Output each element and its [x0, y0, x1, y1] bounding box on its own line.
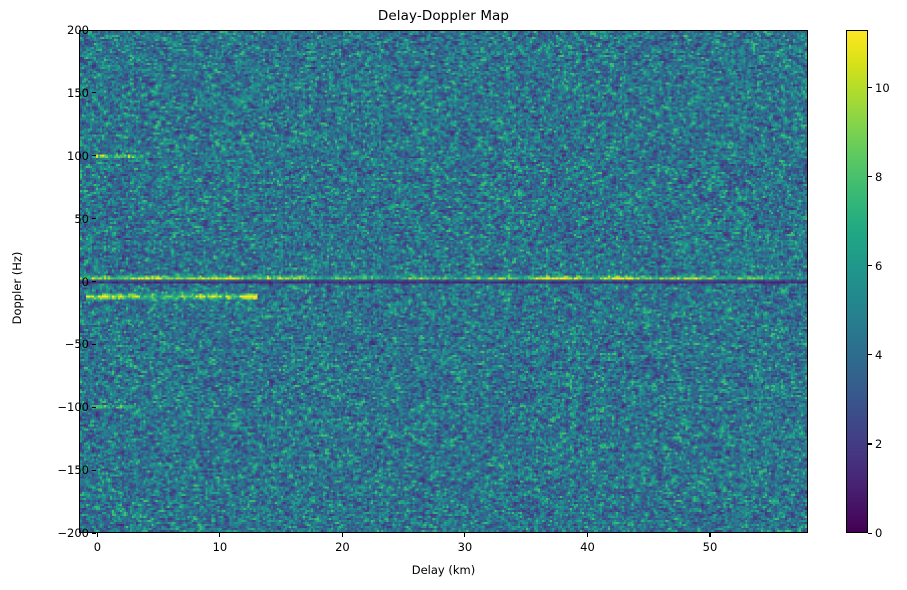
colorbar-tick: [868, 87, 872, 89]
delay-doppler-heatmap-canvas: [80, 31, 807, 532]
colorbar-tick: [868, 443, 872, 445]
y-axis-tick: [92, 29, 96, 31]
y-axis-tick: [92, 218, 96, 220]
x-axis-label: Delay (km): [411, 563, 476, 577]
y-axis-tick: [92, 469, 96, 471]
y-axis-tick-label: 50: [74, 211, 89, 226]
colorbar-tick-label: 2: [875, 436, 883, 451]
y-axis-tick-label: 150: [67, 85, 89, 100]
y-axis-tick-label: 0: [81, 274, 89, 289]
colorbar-tick: [868, 532, 872, 534]
colorbar-tick: [868, 176, 872, 178]
colorbar-tick-label: 10: [875, 80, 890, 95]
x-axis-tick: [464, 533, 466, 537]
y-axis-tick-label: −200: [57, 526, 89, 540]
x-axis-tick: [219, 533, 221, 537]
colorbar: [846, 30, 868, 533]
y-axis-tick-label: −50: [64, 337, 89, 352]
colorbar-tick: [868, 265, 872, 267]
colorbar-gradient-canvas: [847, 31, 867, 532]
colorbar-tick-label: 8: [875, 169, 883, 184]
x-axis-tick-label: 30: [457, 540, 473, 554]
heatmap-plot-area: [79, 30, 808, 533]
x-axis-tick: [709, 533, 711, 537]
colorbar-tick: [868, 354, 872, 356]
x-axis-tick-label: 50: [702, 540, 718, 554]
y-axis-tick-label: −100: [57, 400, 89, 415]
x-axis-tick: [586, 533, 588, 537]
x-axis-tick-label: 10: [212, 540, 228, 554]
y-axis-tick: [92, 343, 96, 345]
y-axis-tick: [92, 406, 96, 408]
y-axis-tick-label: 200: [67, 23, 89, 37]
y-axis-tick: [92, 281, 96, 283]
x-axis-tick-label: 40: [580, 540, 595, 554]
y-axis-tick-label: −150: [57, 463, 89, 478]
y-axis-tick: [92, 532, 96, 534]
colorbar-tick-label: 4: [875, 347, 883, 362]
x-axis-tick-label: 20: [335, 540, 350, 554]
y-axis-tick: [92, 155, 96, 157]
x-axis-tick-label: 0: [93, 540, 102, 554]
x-axis-tick: [341, 533, 343, 537]
page-title: Delay-Doppler Map: [377, 8, 510, 24]
x-axis-tick: [96, 533, 98, 537]
y-axis-label: Doppler (Hz): [10, 251, 24, 325]
colorbar-tick-label: 0: [875, 526, 883, 540]
y-axis-tick: [92, 92, 96, 94]
y-axis-tick-label: 100: [67, 148, 89, 163]
colorbar-tick-label: 6: [875, 258, 883, 273]
